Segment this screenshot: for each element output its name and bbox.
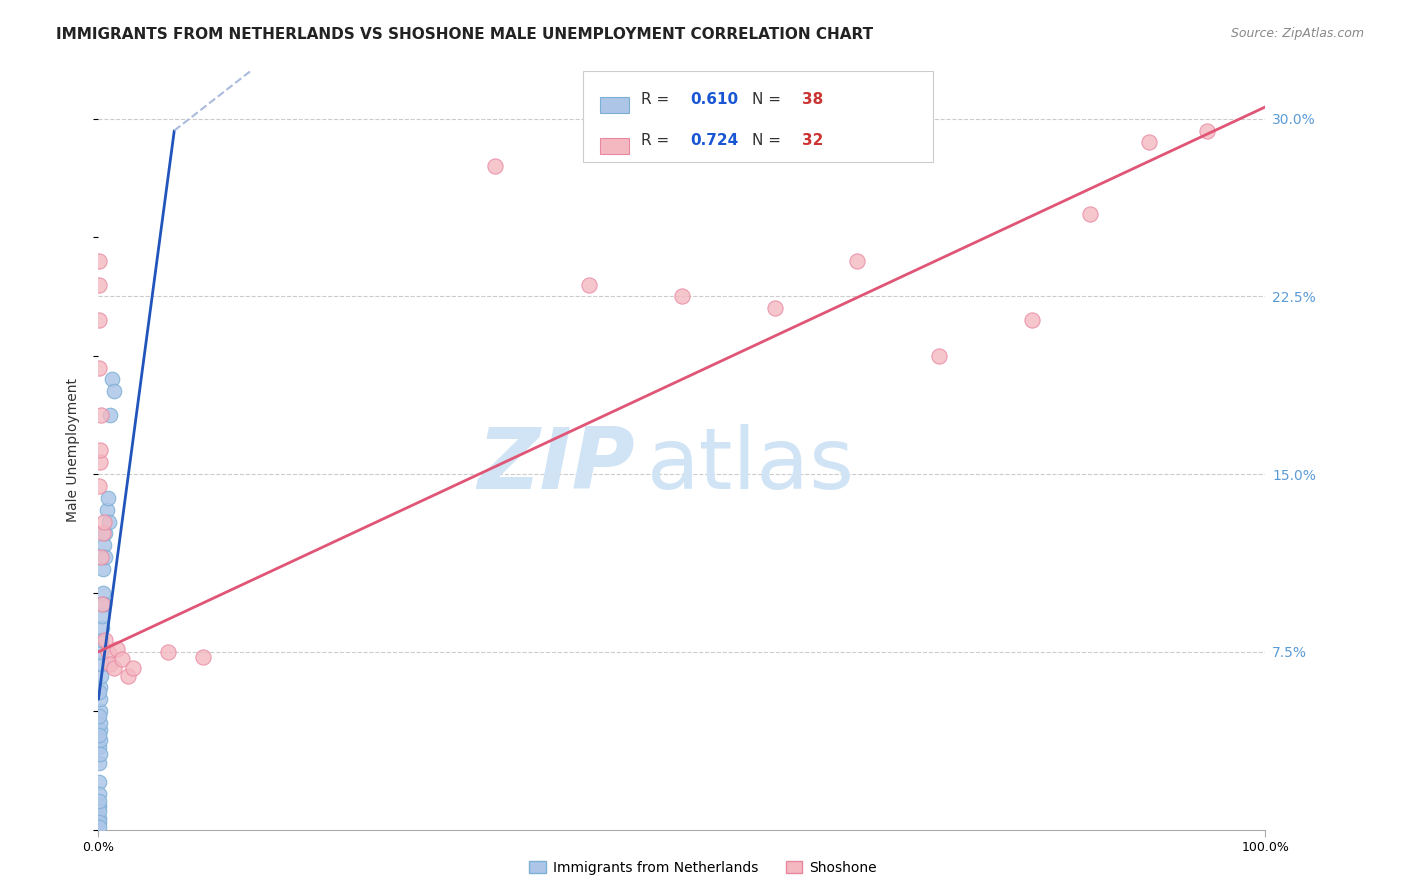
Point bbox=[89, 455, 111, 469]
Point bbox=[93, 598, 115, 612]
Point bbox=[98, 657, 121, 671]
Point bbox=[87, 798, 110, 813]
Point bbox=[89, 715, 111, 730]
Text: ZIP: ZIP bbox=[478, 424, 636, 508]
Point bbox=[90, 633, 112, 648]
Point bbox=[91, 585, 114, 599]
Point bbox=[89, 408, 111, 422]
Text: 38: 38 bbox=[801, 92, 824, 107]
Point bbox=[89, 704, 111, 718]
Point bbox=[87, 739, 110, 754]
Point bbox=[91, 562, 114, 576]
Point bbox=[846, 254, 869, 268]
Point bbox=[87, 277, 110, 292]
Point bbox=[87, 820, 110, 834]
Point bbox=[1021, 313, 1043, 327]
Point bbox=[89, 443, 111, 458]
Point bbox=[90, 609, 112, 624]
Point bbox=[89, 681, 111, 695]
Point bbox=[94, 550, 117, 565]
Point bbox=[763, 301, 786, 316]
Point bbox=[94, 526, 117, 541]
Point bbox=[90, 550, 112, 565]
Point bbox=[1195, 123, 1218, 137]
Point bbox=[89, 479, 111, 493]
Point bbox=[89, 747, 111, 761]
Text: 0.724: 0.724 bbox=[690, 133, 738, 148]
Bar bbox=[582, 71, 932, 162]
Point bbox=[89, 723, 111, 737]
Point bbox=[90, 645, 112, 659]
Point bbox=[122, 661, 145, 675]
Point bbox=[97, 515, 120, 529]
Point bbox=[671, 289, 693, 303]
Point bbox=[89, 732, 111, 747]
Point bbox=[89, 804, 111, 818]
Point bbox=[87, 728, 110, 742]
Point bbox=[93, 515, 115, 529]
Text: atlas: atlas bbox=[647, 424, 855, 508]
Point bbox=[105, 642, 128, 657]
Point bbox=[578, 277, 600, 292]
Text: R =: R = bbox=[641, 133, 675, 148]
Point bbox=[87, 254, 110, 268]
Point bbox=[97, 645, 120, 659]
Point bbox=[94, 633, 117, 648]
Point bbox=[101, 372, 124, 386]
Point bbox=[93, 538, 115, 552]
Point bbox=[111, 652, 134, 666]
Point bbox=[87, 685, 110, 699]
Point bbox=[87, 313, 110, 327]
Point bbox=[89, 811, 111, 825]
Point bbox=[87, 708, 110, 723]
Text: 0.610: 0.610 bbox=[690, 92, 738, 107]
Text: R =: R = bbox=[641, 92, 675, 107]
Point bbox=[87, 815, 110, 830]
Point bbox=[87, 775, 110, 789]
Point bbox=[103, 384, 125, 399]
Text: 32: 32 bbox=[801, 133, 824, 148]
Point bbox=[103, 661, 125, 675]
Point bbox=[117, 668, 139, 682]
Point bbox=[96, 502, 118, 516]
Text: N =: N = bbox=[752, 92, 786, 107]
Point bbox=[89, 360, 111, 375]
Point bbox=[98, 408, 121, 422]
Point bbox=[87, 787, 110, 801]
Bar bbox=[600, 137, 630, 153]
Point bbox=[193, 649, 215, 664]
Y-axis label: Male Unemployment: Male Unemployment bbox=[66, 378, 80, 523]
Text: Source: ZipAtlas.com: Source: ZipAtlas.com bbox=[1230, 27, 1364, 40]
Bar bbox=[600, 96, 630, 112]
Point bbox=[90, 598, 112, 612]
Point bbox=[89, 794, 111, 808]
Point bbox=[484, 159, 506, 173]
Point bbox=[157, 645, 180, 659]
Text: IMMIGRANTS FROM NETHERLANDS VS SHOSHONE MALE UNEMPLOYMENT CORRELATION CHART: IMMIGRANTS FROM NETHERLANDS VS SHOSHONE … bbox=[56, 27, 873, 42]
Point bbox=[1080, 206, 1102, 220]
Point bbox=[928, 349, 950, 363]
Text: N =: N = bbox=[752, 133, 786, 148]
Point bbox=[97, 491, 120, 505]
Point bbox=[90, 621, 112, 635]
Point bbox=[89, 668, 111, 682]
Point bbox=[87, 756, 110, 771]
Point bbox=[89, 692, 111, 706]
Point bbox=[90, 657, 112, 671]
Legend: Immigrants from Netherlands, Shoshone: Immigrants from Netherlands, Shoshone bbox=[523, 855, 883, 880]
Point bbox=[1137, 136, 1160, 150]
Point bbox=[91, 526, 114, 541]
